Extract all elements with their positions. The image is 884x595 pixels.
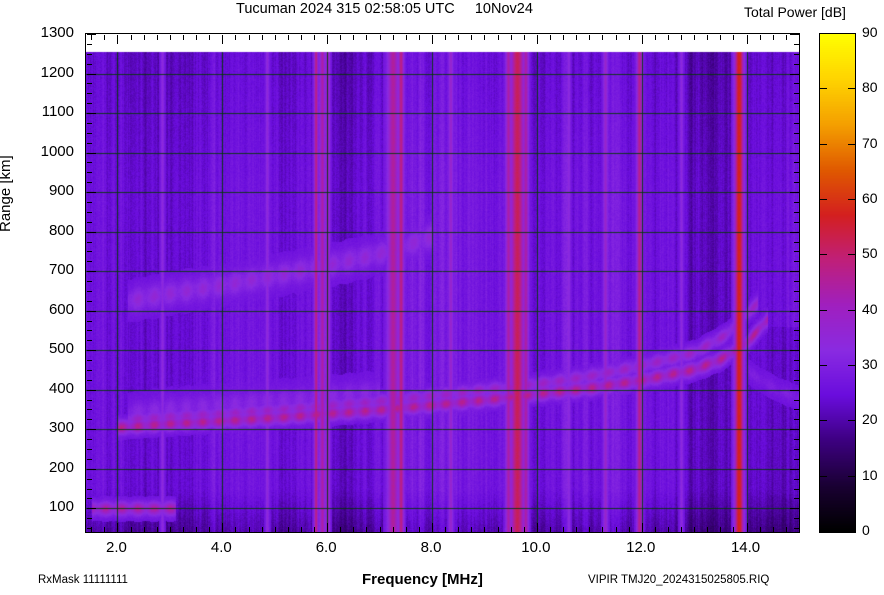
colorbar-tick (848, 420, 855, 421)
y-tick-label: 700 (48, 261, 74, 279)
axis-tick (799, 35, 800, 40)
x-tick-label: 10.0 (521, 539, 551, 556)
colorbar-tick-label: 30 (862, 356, 878, 372)
colorbar-tick (820, 254, 827, 255)
colorbar-tick-label: 20 (862, 411, 878, 428)
colorbar-tick-label: 0 (862, 522, 870, 538)
ionogram-plot[interactable] (85, 33, 800, 533)
colorbar-tick-label: 10 (862, 466, 878, 483)
colorbar-gradient (820, 34, 855, 532)
colorbar-tick (820, 199, 827, 200)
x-tick-label: 14.0 (730, 539, 761, 556)
y-tick-label: 300 (48, 419, 74, 437)
y-tick-label: 100 (48, 498, 74, 516)
colorbar-tick (820, 144, 827, 145)
colorbar-tick (848, 310, 855, 311)
y-tick-label: 1300 (40, 24, 74, 41)
colorbar-tick (848, 88, 855, 89)
y-tick-label: 400 (48, 379, 74, 397)
colorbar-tick (848, 476, 855, 477)
y-tick-label: 900 (48, 182, 74, 200)
colorbar-tick (820, 476, 827, 477)
y-tick-label: 1100 (41, 103, 74, 121)
page-title: Tucuman 2024 315 02:58:05 UTC 10Nov24 (236, 1, 533, 17)
axis-tick (799, 527, 800, 532)
y-axis-title: Range [km] (0, 155, 14, 232)
y-tick-label: 1000 (40, 142, 74, 160)
colorbar-tick-label: 90 (862, 24, 878, 40)
colorbar-tick-label: 70 (862, 134, 878, 151)
x-tick-label: 4.0 (210, 539, 232, 556)
colorbar-tick-label: 80 (862, 79, 878, 96)
colorbar-tick (848, 254, 855, 255)
rxmask-label: RxMask 11111111 (38, 574, 128, 586)
colorbar-tick (820, 88, 827, 89)
colorbar (819, 33, 856, 533)
colorbar-tick (848, 144, 855, 145)
colorbar-title: Total Power [dB] (744, 4, 846, 20)
colorbar-tick (820, 310, 827, 311)
x-tick-label: 2.0 (106, 539, 127, 556)
colorbar-tick (848, 365, 855, 366)
colorbar-tick (820, 365, 827, 366)
colorbar-tick (820, 420, 827, 421)
y-tick-label: 800 (48, 221, 74, 239)
x-tick-label: 8.0 (420, 539, 442, 556)
y-tick-label: 500 (48, 340, 74, 358)
colorbar-tick (848, 199, 855, 200)
colorbar-tick-label: 50 (862, 245, 878, 262)
x-axis-title: Frequency [MHz] (362, 571, 483, 588)
x-tick-label: 12.0 (626, 539, 656, 556)
colorbar-tick-label: 60 (862, 190, 878, 206)
y-tick-label: 200 (48, 458, 74, 476)
y-tick-label: 600 (48, 300, 74, 318)
colorbar-tick-label: 40 (862, 300, 878, 317)
vipir-filename-label: VIPIR TMJ20_2024315025805.RIQ (588, 574, 770, 586)
y-tick-label: 1200 (40, 63, 74, 81)
x-tick-label: 6.0 (315, 539, 337, 556)
ionogram-heatmap (86, 34, 799, 532)
